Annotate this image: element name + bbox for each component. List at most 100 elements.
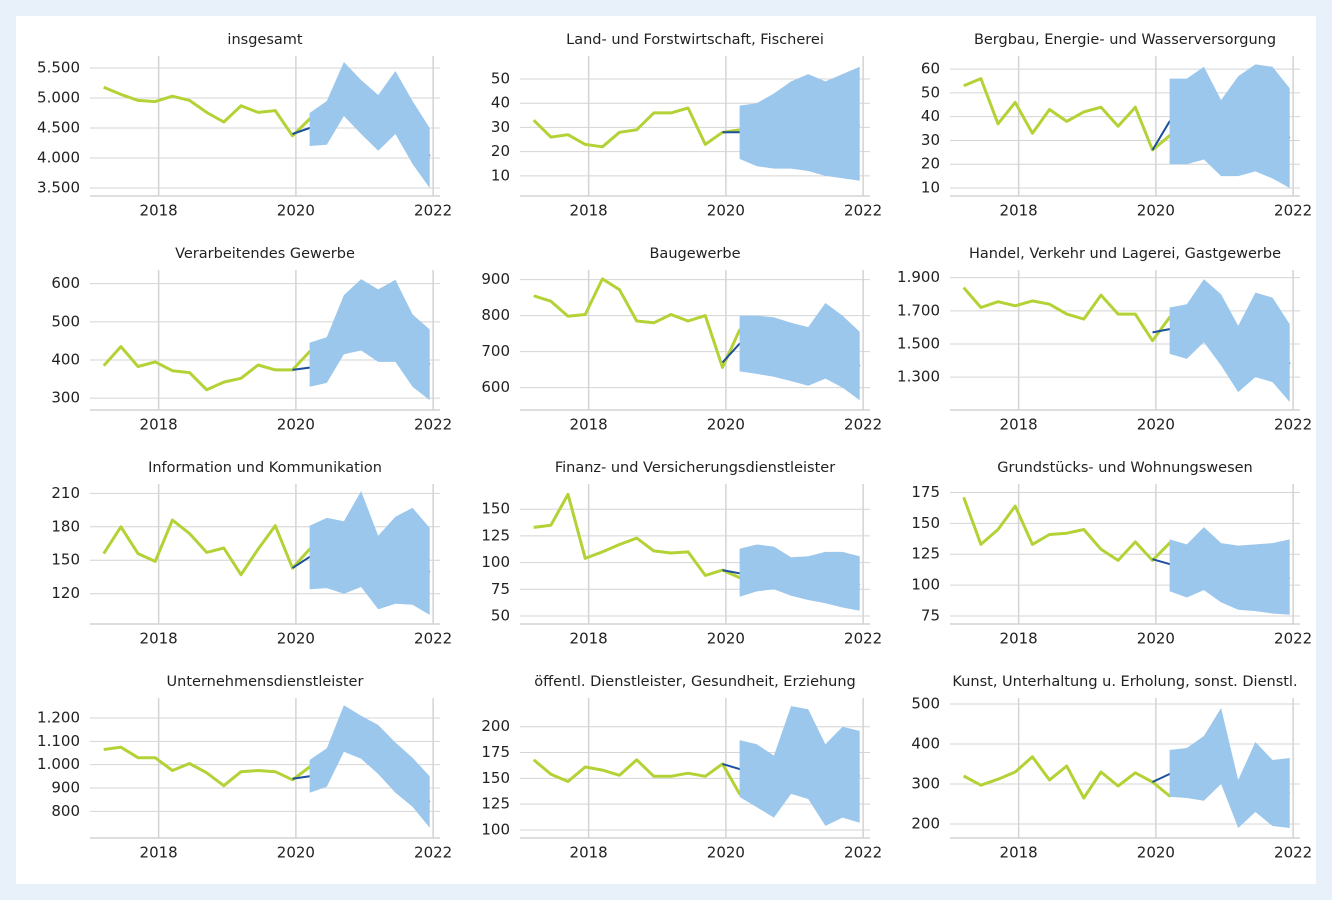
y-tick-label: 200 <box>911 815 940 833</box>
y-tick-label: 1.900 <box>897 268 940 286</box>
y-tick-label: 1.500 <box>897 334 940 352</box>
x-tick-label: 2020 <box>1137 202 1175 220</box>
x-tick-label: 2020 <box>707 202 745 220</box>
x-tick-label: 2022 <box>1274 416 1312 434</box>
y-tick-label: 500 <box>911 695 940 713</box>
y-tick-label: 100 <box>481 821 510 839</box>
y-tick-label: 50 <box>491 607 510 625</box>
x-tick-label: 2022 <box>414 416 452 434</box>
forecast-band <box>309 279 430 401</box>
y-tick-label: 150 <box>51 551 80 569</box>
x-tick-label: 2018 <box>570 416 608 434</box>
forecast-band <box>739 544 860 611</box>
series-line <box>102 518 329 578</box>
chart-title: Baugewerbe <box>649 246 740 262</box>
y-tick-label: 900 <box>51 779 80 797</box>
y-tick-label: 1.000 <box>37 755 80 773</box>
series-line <box>963 77 1188 152</box>
x-tick-label: 2022 <box>414 202 452 220</box>
x-tick-label: 2022 <box>844 630 882 648</box>
y-tick-label: 800 <box>481 306 510 324</box>
series-line <box>102 345 328 392</box>
y-tick-label: 20 <box>921 155 940 173</box>
x-tick-label: 2022 <box>1274 844 1312 862</box>
y-tick-label: 120 <box>51 584 80 602</box>
x-tick-label: 2018 <box>570 844 608 862</box>
x-tick-label: 2018 <box>1000 630 1038 648</box>
y-tick-label: 175 <box>481 743 510 761</box>
x-tick-label: 2020 <box>707 416 745 434</box>
x-tick-label: 2020 <box>1137 844 1175 862</box>
x-tick-label: 2018 <box>1000 416 1038 434</box>
x-tick-label: 2020 <box>277 844 315 862</box>
y-tick-label: 30 <box>921 131 940 149</box>
y-tick-label: 175 <box>911 483 940 501</box>
y-tick-label: 100 <box>911 576 940 594</box>
chart-title: Handel, Verkehr und Lagerei, Gastgewerbe <box>969 246 1281 262</box>
x-tick-label: 2022 <box>844 416 882 434</box>
chart-title: insgesamt <box>227 32 302 48</box>
chart-title: Verarbeitendes Gewerbe <box>175 246 355 262</box>
y-tick-label: 400 <box>51 351 80 369</box>
x-tick-label: 2020 <box>1137 416 1175 434</box>
y-tick-label: 900 <box>481 270 510 288</box>
x-tick-label: 2020 <box>1137 630 1175 648</box>
x-tick-label: 2022 <box>844 844 882 862</box>
y-tick-label: 50 <box>491 69 510 87</box>
series-line <box>532 758 758 804</box>
y-tick-label: 200 <box>481 717 510 735</box>
y-tick-label: 700 <box>481 342 510 360</box>
y-tick-label: 300 <box>911 775 940 793</box>
panel-background <box>16 16 1316 884</box>
x-tick-label: 2018 <box>140 202 178 220</box>
y-tick-label: 4.000 <box>37 149 80 167</box>
x-tick-label: 2018 <box>1000 844 1038 862</box>
y-tick-label: 180 <box>51 517 80 535</box>
y-tick-label: 600 <box>51 274 80 292</box>
series-line <box>533 277 758 369</box>
series-line <box>962 496 1188 564</box>
x-tick-label: 2020 <box>277 202 315 220</box>
forecast-band <box>309 62 430 188</box>
y-tick-label: 1.700 <box>897 301 940 319</box>
forecast-band <box>739 706 860 826</box>
chart-title: Land- und Forstwirtschaft, Fischerei <box>566 32 824 48</box>
x-tick-label: 2020 <box>277 630 315 648</box>
chart-title: Kunst, Unterhaltung u. Erholung, sonst. … <box>952 674 1297 690</box>
forecast-band <box>309 491 430 615</box>
y-tick-label: 125 <box>911 545 940 563</box>
y-tick-label: 5.500 <box>37 59 80 77</box>
y-tick-label: 75 <box>921 607 940 625</box>
x-tick-label: 2022 <box>414 844 452 862</box>
y-tick-label: 4.500 <box>37 119 80 137</box>
y-tick-label: 125 <box>481 526 510 544</box>
y-tick-label: 150 <box>481 769 510 787</box>
y-tick-label: 1.300 <box>897 368 940 386</box>
series-line <box>962 755 1188 800</box>
y-tick-label: 40 <box>491 94 510 112</box>
forecast-band <box>1169 279 1290 402</box>
chart-title: öffentl. Dienstleister, Gesundheit, Erzi… <box>534 674 856 690</box>
y-tick-label: 125 <box>481 795 510 813</box>
y-tick-label: 3.500 <box>37 179 80 197</box>
forecast-band <box>1169 708 1290 828</box>
y-tick-label: 20 <box>491 142 510 160</box>
y-tick-label: 5.000 <box>37 89 80 107</box>
series-line <box>962 286 1189 347</box>
y-tick-label: 400 <box>911 735 940 753</box>
y-tick-label: 210 <box>51 484 80 502</box>
y-tick-label: 600 <box>481 378 510 396</box>
x-tick-label: 2020 <box>277 416 315 434</box>
forecast-band <box>739 303 860 401</box>
forecast-band <box>1169 527 1290 615</box>
y-tick-label: 75 <box>491 580 510 598</box>
series-line <box>103 745 328 788</box>
x-tick-label: 2020 <box>707 844 745 862</box>
x-tick-label: 2022 <box>1274 202 1312 220</box>
series-line <box>533 492 758 580</box>
y-tick-label: 150 <box>481 500 510 518</box>
chart-title: Finanz- und Versicherungsdienstleister <box>555 460 835 476</box>
y-tick-label: 100 <box>481 553 510 571</box>
y-tick-label: 50 <box>921 83 940 101</box>
